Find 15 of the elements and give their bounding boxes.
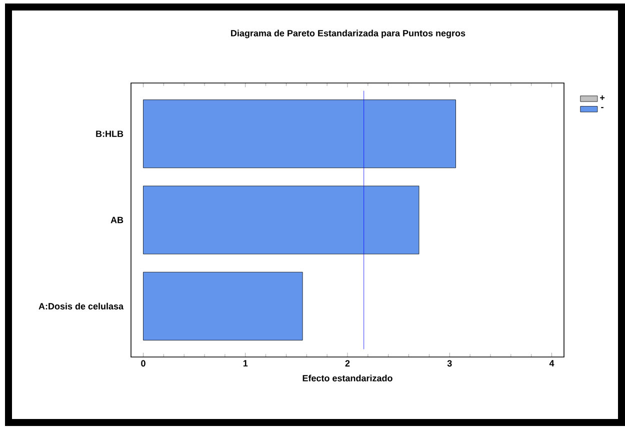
bar — [143, 100, 456, 168]
bar — [143, 272, 303, 340]
x-axis-title: Efecto estandarizado — [302, 374, 392, 382]
x-tick-label: 0 — [141, 360, 146, 367]
y-tick-label: AB — [110, 216, 124, 224]
x-tick-label: 2 — [345, 360, 350, 366]
chart-title: Diagrama de Pareto Estandarizada para Puntos negros — [231, 30, 466, 38]
x-tick-label: 1 — [243, 360, 248, 366]
y-tick-label: A:Dosis de celulasa — [38, 302, 124, 310]
y-tick-label: B:HLB — [96, 130, 124, 137]
x-tick-label: 4 — [549, 360, 554, 366]
x-tick-label: 3 — [447, 360, 452, 367]
legend-label: + — [600, 95, 605, 100]
legend-label: - — [601, 107, 604, 108]
bar — [143, 186, 420, 254]
